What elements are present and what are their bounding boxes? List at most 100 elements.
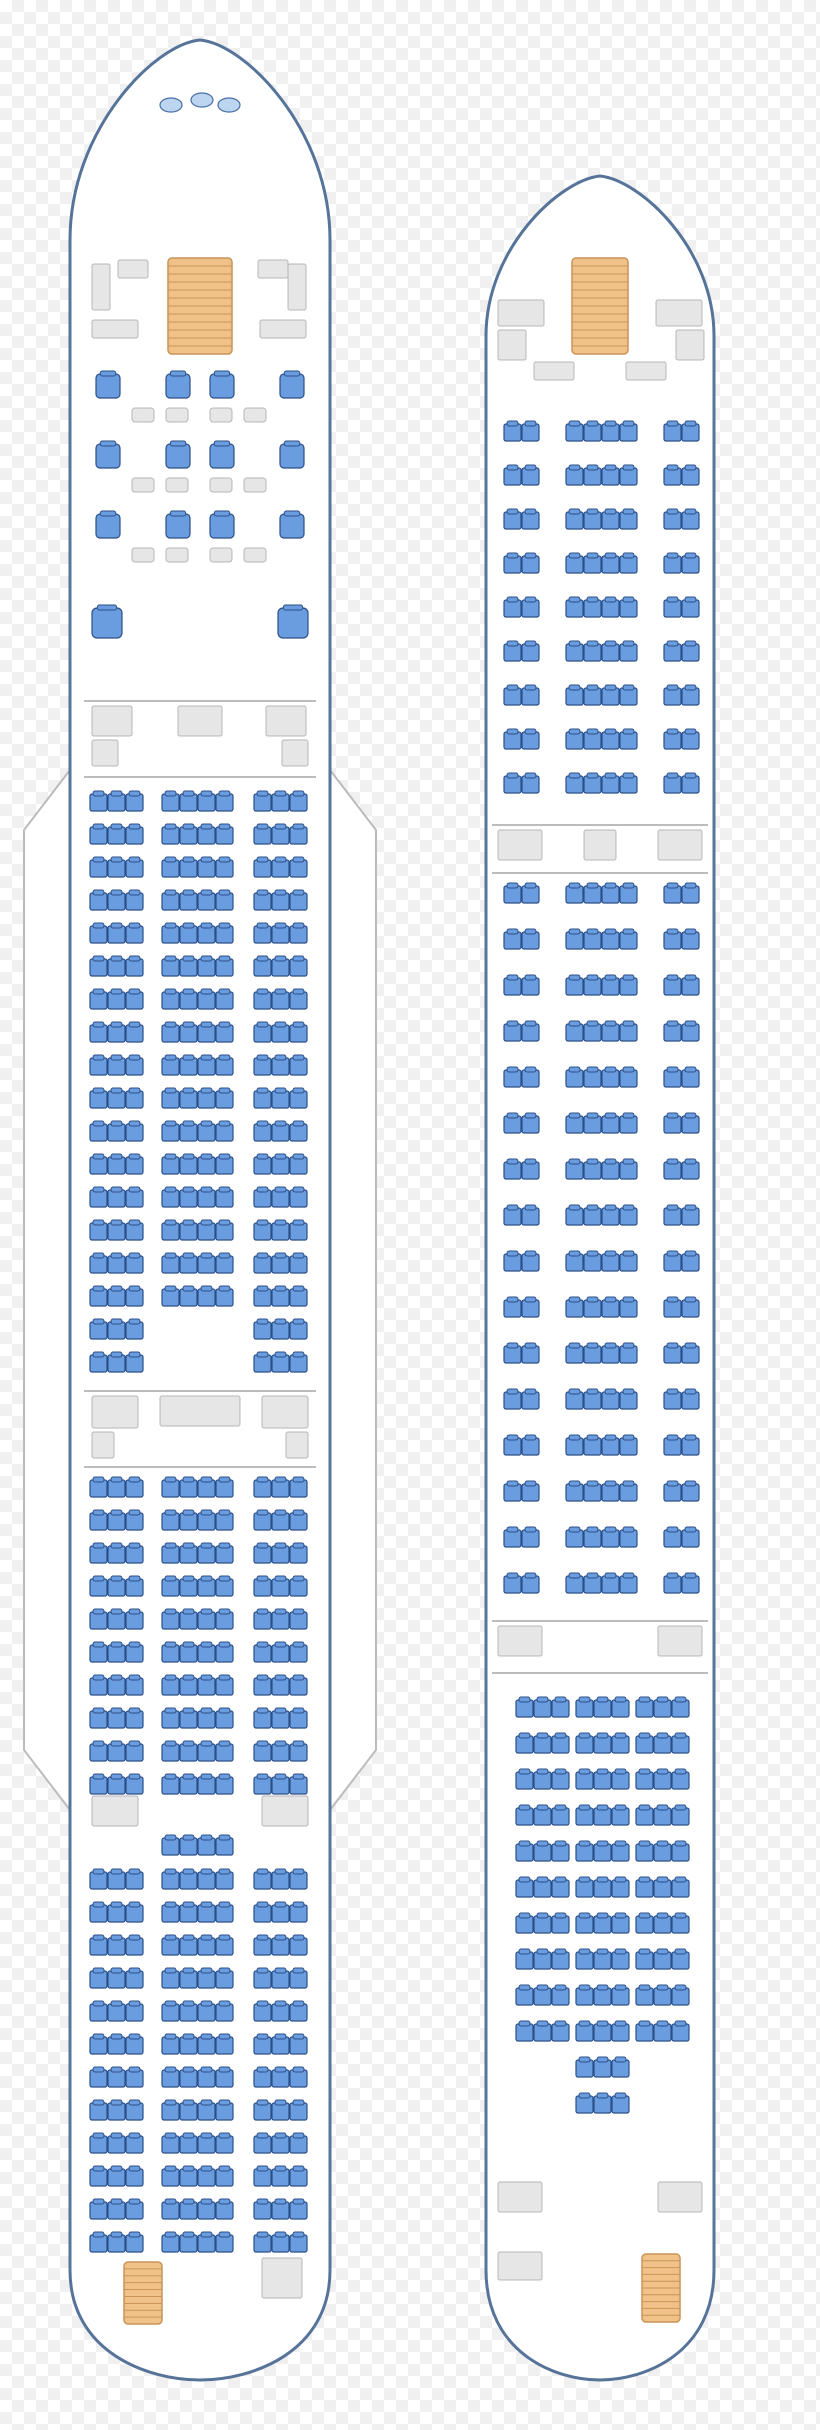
economy-seat bbox=[566, 1389, 583, 1409]
economy-seat bbox=[272, 1609, 289, 1629]
economy-seat bbox=[664, 465, 681, 485]
economy-seat bbox=[90, 923, 107, 943]
economy-seat bbox=[636, 1805, 653, 1825]
economy-seat bbox=[198, 1708, 215, 1728]
economy-seat bbox=[198, 1022, 215, 1042]
economy-seat bbox=[576, 2057, 593, 2077]
economy-seat bbox=[272, 1675, 289, 1695]
economy-seat bbox=[216, 1088, 233, 1108]
economy-seat bbox=[254, 2034, 271, 2054]
economy-seat bbox=[594, 1769, 611, 1789]
economy-seat bbox=[272, 890, 289, 910]
economy-seat bbox=[504, 773, 521, 793]
economy-seat bbox=[602, 883, 619, 903]
economy-seat bbox=[584, 597, 601, 617]
economy-seat bbox=[108, 1774, 125, 1794]
economy-seat bbox=[584, 1343, 601, 1363]
economy-seat bbox=[602, 641, 619, 661]
economy-seat bbox=[584, 883, 601, 903]
first-class-seat bbox=[210, 371, 234, 398]
economy-seat bbox=[534, 1733, 551, 1753]
economy-seat bbox=[216, 2232, 233, 2252]
galley bbox=[178, 706, 222, 736]
economy-seat bbox=[162, 890, 179, 910]
economy-seat bbox=[216, 1121, 233, 1141]
economy-seat bbox=[108, 1675, 125, 1695]
economy-seat bbox=[126, 1319, 143, 1339]
economy-seat bbox=[272, 2232, 289, 2252]
economy-seat bbox=[636, 2021, 653, 2041]
economy-seat bbox=[162, 1774, 179, 1794]
economy-seat bbox=[216, 1869, 233, 1889]
economy-seat bbox=[522, 929, 539, 949]
economy-seat bbox=[664, 975, 681, 995]
economy-seat bbox=[504, 597, 521, 617]
economy-seat bbox=[290, 791, 307, 811]
economy-seat bbox=[552, 1877, 569, 1897]
economy-seat bbox=[290, 1253, 307, 1273]
economy-seat bbox=[180, 791, 197, 811]
economy-seat bbox=[682, 1343, 699, 1363]
economy-seat bbox=[108, 1352, 125, 1372]
economy-seat bbox=[682, 641, 699, 661]
economy-seat bbox=[254, 857, 271, 877]
galley bbox=[658, 1626, 702, 1656]
economy-seat bbox=[290, 1869, 307, 1889]
economy-seat bbox=[162, 989, 179, 1009]
economy-seat bbox=[290, 890, 307, 910]
economy-seat bbox=[180, 890, 197, 910]
economy-seat bbox=[254, 1121, 271, 1141]
first-class-seat bbox=[280, 371, 304, 398]
economy-seat bbox=[290, 1055, 307, 1075]
economy-seat bbox=[566, 1481, 583, 1501]
economy-seat bbox=[162, 1055, 179, 1075]
economy-seat bbox=[576, 1733, 593, 1753]
economy-seat bbox=[198, 956, 215, 976]
economy-seat bbox=[594, 1841, 611, 1861]
economy-seat bbox=[216, 1510, 233, 1530]
economy-seat bbox=[602, 1067, 619, 1087]
economy-seat bbox=[272, 1319, 289, 1339]
economy-seat bbox=[90, 956, 107, 976]
economy-seat bbox=[90, 1253, 107, 1273]
economy-seat bbox=[90, 1022, 107, 1042]
first-class-seat bbox=[166, 441, 190, 468]
economy-seat bbox=[682, 597, 699, 617]
economy-seat bbox=[516, 1841, 533, 1861]
economy-seat bbox=[216, 1022, 233, 1042]
economy-seat bbox=[272, 2100, 289, 2120]
economy-seat bbox=[602, 1159, 619, 1179]
economy-seat bbox=[620, 1297, 637, 1317]
economy-seat bbox=[636, 1733, 653, 1753]
economy-seat bbox=[180, 1935, 197, 1955]
economy-seat bbox=[198, 2100, 215, 2120]
economy-seat bbox=[162, 857, 179, 877]
economy-seat bbox=[162, 1935, 179, 1955]
economy-seat bbox=[108, 890, 125, 910]
galley bbox=[498, 2252, 542, 2280]
economy-seat bbox=[664, 929, 681, 949]
economy-seat bbox=[108, 1510, 125, 1530]
economy-seat bbox=[272, 1022, 289, 1042]
economy-seat bbox=[180, 1253, 197, 1273]
economy-seat bbox=[108, 1088, 125, 1108]
economy-seat bbox=[162, 2232, 179, 2252]
economy-seat bbox=[216, 1675, 233, 1695]
economy-seat bbox=[664, 1205, 681, 1225]
economy-seat bbox=[566, 1113, 583, 1133]
economy-seat bbox=[504, 883, 521, 903]
economy-seat bbox=[90, 1121, 107, 1141]
ottoman bbox=[244, 478, 266, 492]
economy-seat bbox=[180, 1055, 197, 1075]
economy-seat bbox=[290, 1352, 307, 1372]
economy-seat bbox=[566, 685, 583, 705]
economy-seat bbox=[504, 465, 521, 485]
economy-seat bbox=[272, 2166, 289, 2186]
economy-seat bbox=[108, 1286, 125, 1306]
economy-seat bbox=[682, 1021, 699, 1041]
economy-seat bbox=[620, 929, 637, 949]
economy-seat bbox=[594, 1949, 611, 1969]
economy-seat bbox=[664, 1113, 681, 1133]
economy-seat bbox=[198, 923, 215, 943]
economy-seat bbox=[612, 1985, 629, 2005]
